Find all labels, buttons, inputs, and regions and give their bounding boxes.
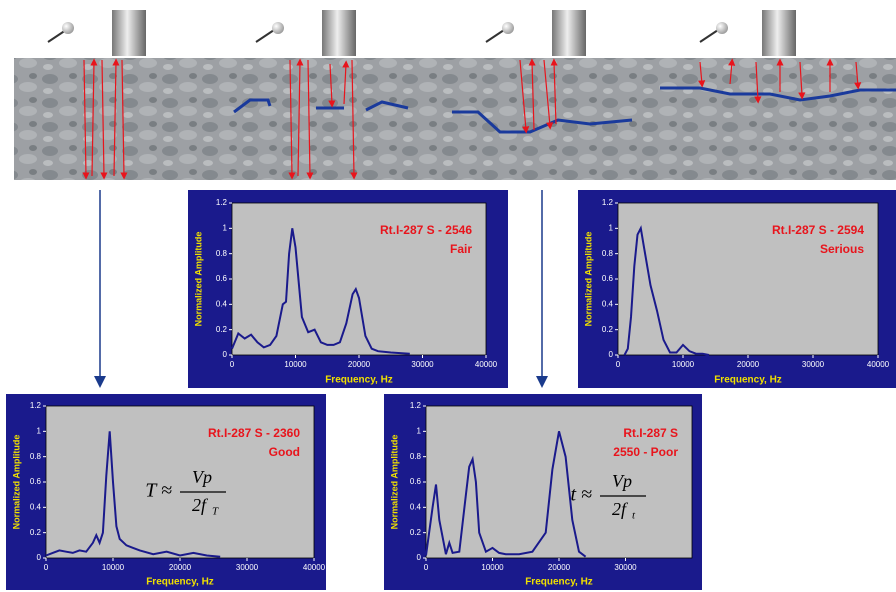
chart-title: Serious [820,242,864,256]
x-tick-label: 20000 [737,360,760,369]
y-axis-label: Normalized Amplitude [11,435,21,530]
y-tick-label: 0.8 [410,452,422,461]
chart-title: Rt.I-287 S - 2594 [772,223,864,237]
y-tick-label: 0.6 [602,274,614,283]
x-axis-label: Frequency, Hz [325,375,393,386]
y-tick-label: 0.6 [30,477,42,486]
y-tick-label: 0 [417,553,422,562]
y-tick-label: 1.2 [410,401,422,410]
x-axis-label: Frequency, Hz [525,577,593,588]
x-tick-label: 30000 [802,360,825,369]
y-tick-label: 1 [609,223,614,232]
x-tick-label: 30000 [411,360,434,369]
y-tick-label: 0.8 [602,249,614,258]
y-tick-label: 0 [37,553,42,562]
formula-subscript: T [212,506,219,518]
x-tick-label: 10000 [102,563,125,572]
x-tick-label: 30000 [236,563,259,572]
x-tick-label: 10000 [481,563,504,572]
spectrum-chart: 0 0.2 0.4 0.6 0.8 1 1.2 0 10000 20000 30000 40000 Fr… [578,190,896,388]
concrete-deck [14,58,896,180]
formula-numerator: Vp [612,471,632,491]
spectrum-chart: 0 0.2 0.4 0.6 0.8 1 1.2 0 10000 20000 30000 40000 Fr… [188,190,508,388]
x-tick-label: 40000 [303,563,326,572]
y-tick-label: 1.2 [602,198,614,207]
x-tick-label: 10000 [284,360,307,369]
x-axis-label: Frequency, Hz [714,375,782,386]
y-tick-label: 0.4 [410,502,422,511]
y-axis-label: Normalized Amplitude [583,232,593,327]
chart-title: Rt.I-287 S [623,426,678,440]
formula-lhs: T ≈ [145,480,172,502]
y-tick-label: 0.2 [216,325,228,334]
x-tick-label: 20000 [169,563,192,572]
chart-title: Good [269,445,300,459]
y-tick-label: 1 [223,223,228,232]
y-tick-label: 0 [609,350,614,359]
chart-title: 2550 - Poor [613,445,678,459]
chart-title: Rt.I-287 S - 2546 [380,223,472,237]
y-tick-label: 1.2 [30,401,42,410]
formula-numerator: Vp [192,467,212,487]
x-tick-label: 40000 [867,360,890,369]
y-tick-label: 0.4 [602,299,614,308]
x-tick-label: 40000 [475,360,498,369]
formula-lhs: t ≈ [570,484,592,506]
y-tick-label: 0.8 [216,249,228,258]
x-tick-label: 0 [424,563,429,572]
x-tick-label: 0 [44,563,49,572]
y-tick-label: 1 [417,426,422,435]
spectrum-chart: 0 0.2 0.4 0.6 0.8 1 1.2 0 10000 20000 30000 Frequen… [384,394,702,590]
x-tick-label: 0 [230,360,235,369]
x-tick-label: 20000 [348,360,371,369]
y-tick-label: 0.2 [410,528,422,537]
x-tick-label: 0 [616,360,621,369]
y-tick-label: 0.2 [602,325,614,334]
y-tick-label: 0.4 [216,299,228,308]
y-tick-label: 0.2 [30,528,42,537]
x-tick-label: 20000 [548,563,571,572]
y-tick-label: 1 [37,426,42,435]
x-axis-label: Frequency, Hz [146,577,214,588]
y-axis-label: Normalized Amplitude [389,435,399,530]
spectrum-chart: 0 0.2 0.4 0.6 0.8 1 1.2 0 10000 20000 30000 40000 Fr… [6,394,326,590]
y-tick-label: 1.2 [216,198,228,207]
probes [48,10,796,56]
y-tick-label: 0.6 [216,274,228,283]
y-tick-label: 0.8 [30,452,42,461]
x-tick-label: 10000 [672,360,695,369]
x-tick-label: 30000 [614,563,637,572]
y-tick-label: 0.4 [30,502,42,511]
chart-title: Fair [450,242,472,256]
y-axis-label: Normalized Amplitude [193,232,203,327]
chart-title: Rt.I-287 S - 2360 [208,426,300,440]
y-tick-label: 0 [223,350,228,359]
y-tick-label: 0.6 [410,477,422,486]
figure: 00.20.40.60.811.2010000200003000040000Fr… [0,0,896,592]
